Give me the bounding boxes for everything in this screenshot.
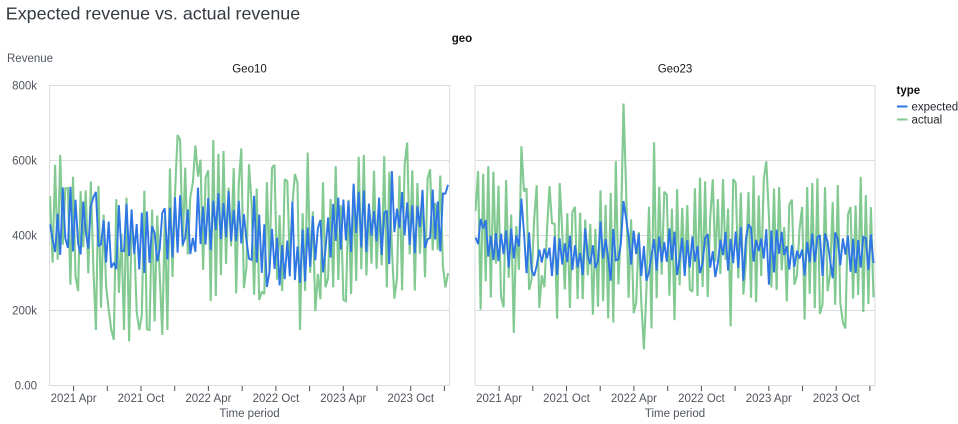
svg-text:400k: 400k [12, 231, 37, 243]
svg-text:2022 Apr: 2022 Apr [611, 393, 657, 405]
svg-text:geo: geo [452, 33, 472, 45]
svg-text:Time period: Time period [645, 408, 705, 420]
svg-text:2023 Oct: 2023 Oct [387, 393, 434, 405]
svg-text:2022 Apr: 2022 Apr [185, 393, 231, 405]
svg-text:2023 Apr: 2023 Apr [320, 393, 366, 405]
svg-text:Geo23: Geo23 [658, 64, 693, 76]
svg-text:2021 Apr: 2021 Apr [476, 393, 522, 405]
svg-text:2022 Oct: 2022 Oct [678, 393, 725, 405]
svg-text:2021 Oct: 2021 Oct [543, 393, 590, 405]
svg-text:2023 Oct: 2023 Oct [813, 393, 860, 405]
svg-text:type: type [897, 85, 921, 97]
svg-text:Expected revenue vs. actual re: Expected revenue vs. actual revenue [6, 4, 300, 24]
svg-text:2022 Oct: 2022 Oct [253, 393, 300, 405]
svg-text:200k: 200k [12, 306, 37, 318]
svg-text:2021 Oct: 2021 Oct [118, 393, 165, 405]
svg-text:Revenue: Revenue [7, 53, 53, 65]
svg-text:Geo10: Geo10 [232, 64, 267, 76]
svg-text:2023 Apr: 2023 Apr [746, 393, 792, 405]
svg-text:800k: 800k [12, 81, 37, 93]
svg-text:0.00: 0.00 [15, 381, 37, 393]
svg-text:actual: actual [912, 115, 943, 127]
svg-text:Time period: Time period [219, 408, 279, 420]
svg-text:2021 Apr: 2021 Apr [51, 393, 97, 405]
svg-text:600k: 600k [12, 156, 37, 168]
svg-text:expected: expected [912, 102, 958, 114]
